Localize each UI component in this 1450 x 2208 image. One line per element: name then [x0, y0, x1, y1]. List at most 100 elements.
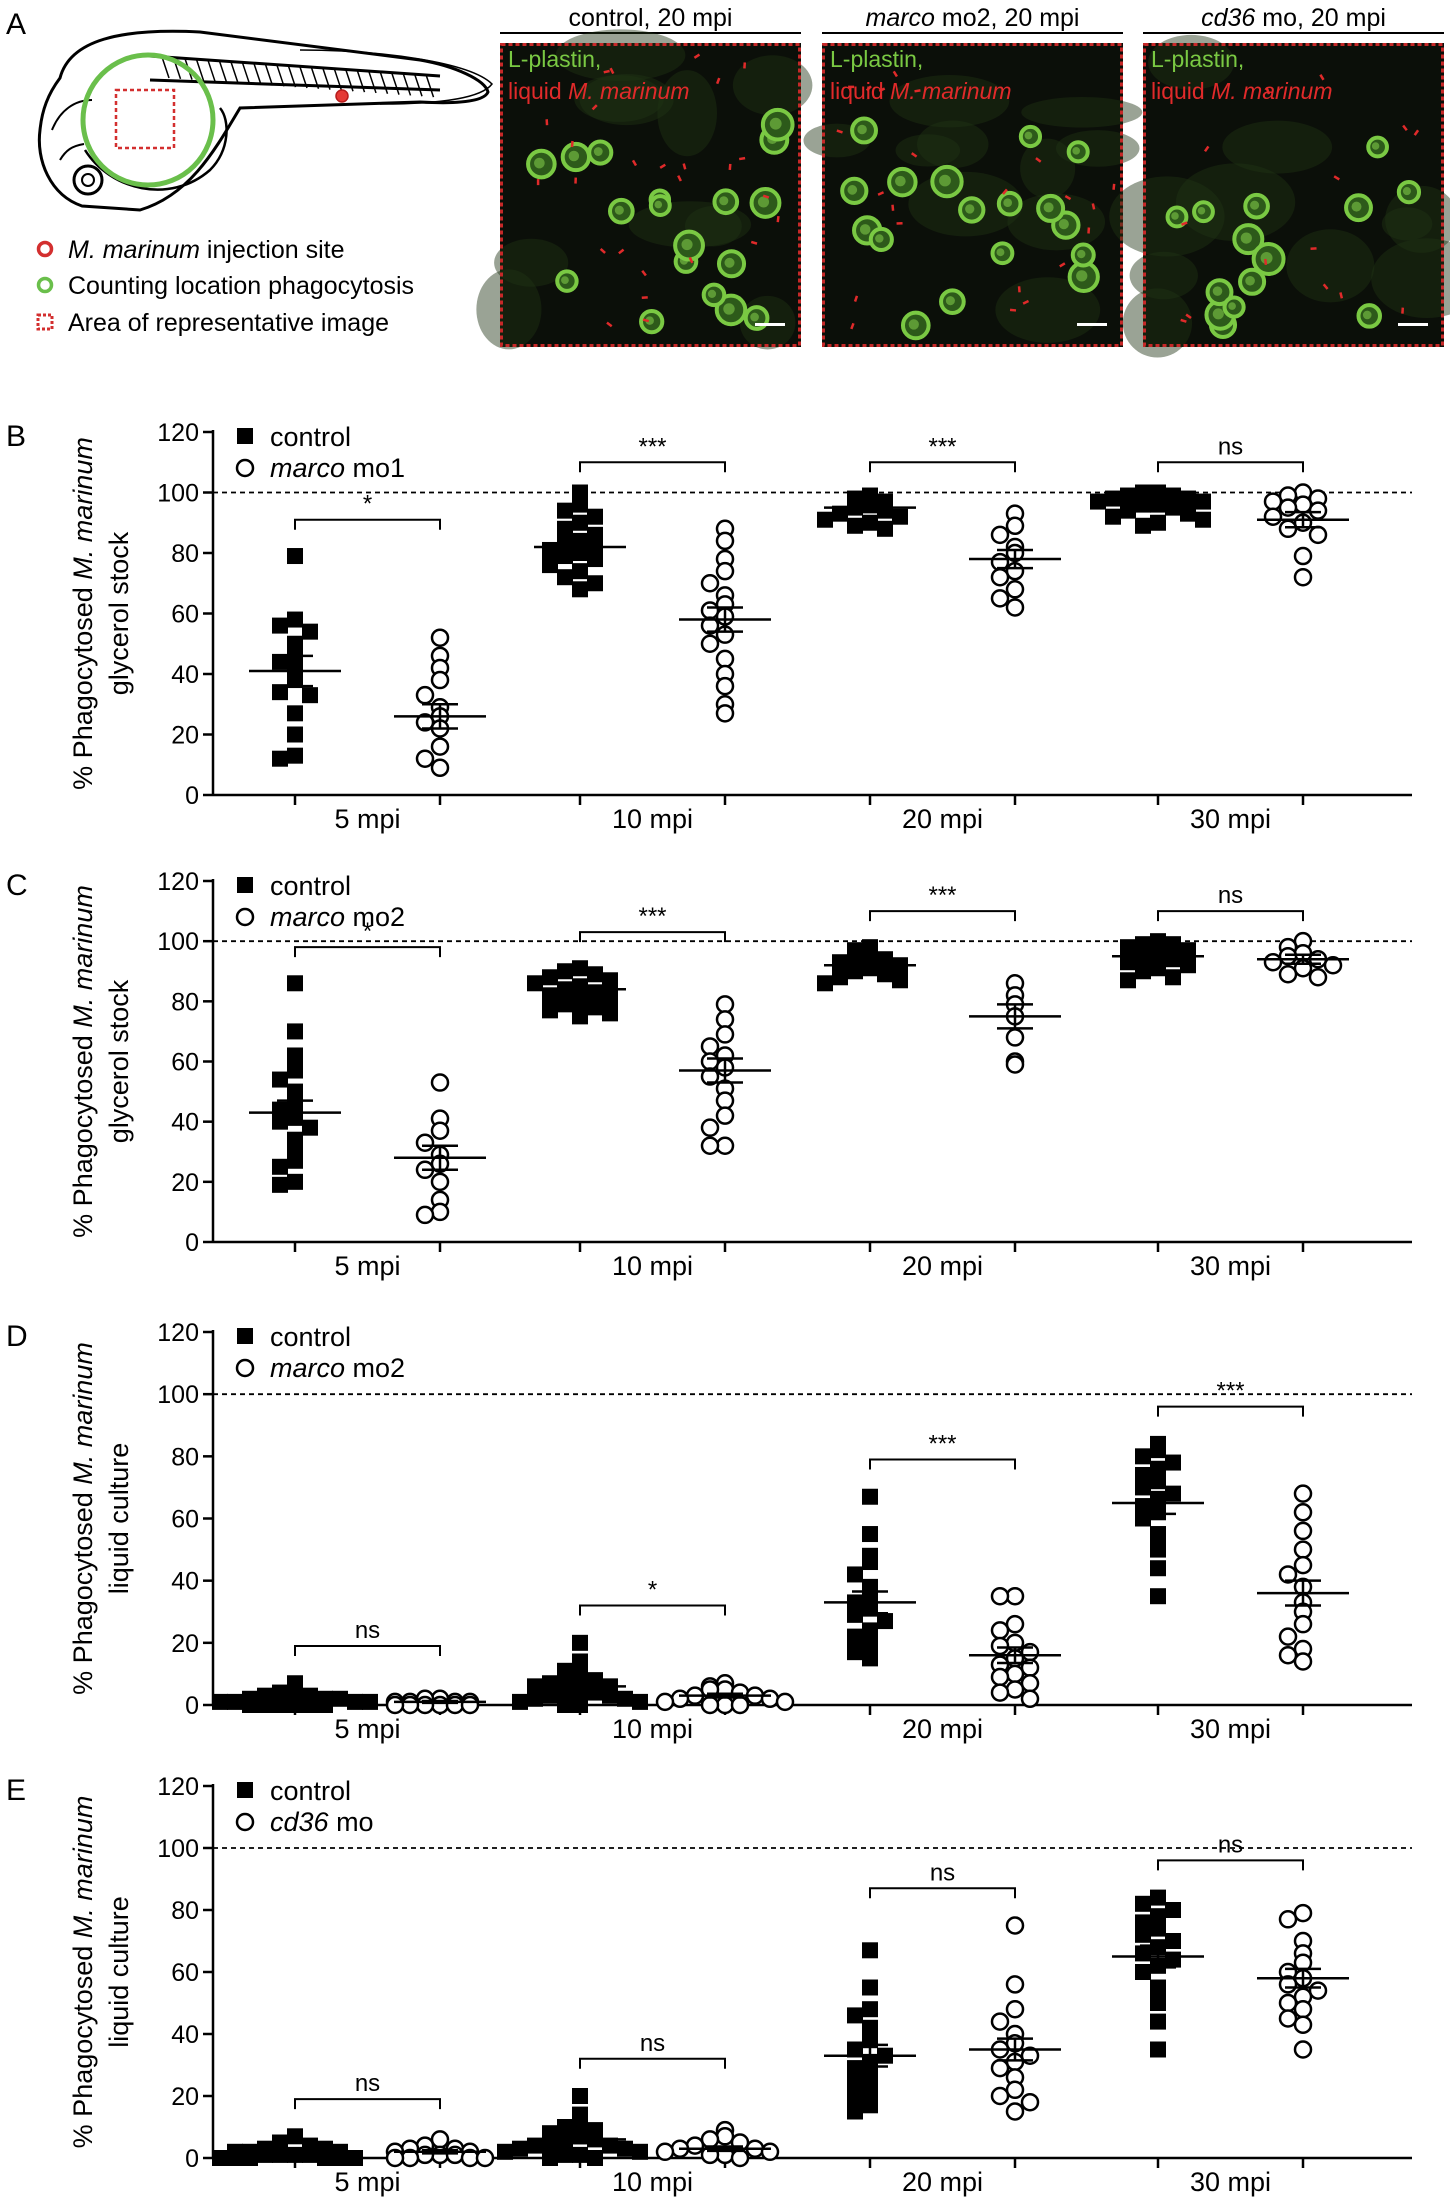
fish-eye-pupil — [81, 173, 95, 187]
y-tick-label: 100 — [157, 480, 199, 508]
x-category-label: 30 mpi — [1190, 1251, 1271, 1281]
fish-notochord-top — [149, 54, 441, 78]
bacterium — [750, 240, 758, 245]
data-point-control — [542, 1687, 558, 1704]
micrograph-label-green: L-plastin, — [1151, 46, 1244, 72]
data-point-morphant — [1005, 1055, 1025, 1074]
macrophage-nucleus — [707, 289, 717, 298]
macrophage-nucleus — [945, 296, 955, 306]
macrophage-nucleus — [1250, 200, 1260, 210]
tissue-background — [916, 120, 989, 169]
x-category-label: 10 mpi — [612, 2167, 693, 2197]
somite-line — [425, 75, 435, 98]
bacterium — [591, 104, 598, 111]
bacterium — [693, 53, 701, 59]
bacterium — [853, 295, 859, 302]
data-point-control — [1150, 1979, 1166, 1996]
data-point-morphant — [700, 2130, 720, 2149]
x-category-label: 30 mpi — [1190, 804, 1271, 834]
data-point-control — [1195, 511, 1211, 528]
data-point-morphant — [1005, 1586, 1025, 1606]
data-point-morphant — [430, 2130, 450, 2149]
data-point-control — [862, 1554, 878, 1571]
data-point-control — [1150, 1442, 1166, 1459]
tissue-background — [1286, 229, 1375, 303]
significance-label: *** — [928, 433, 956, 460]
data-point-morphant — [430, 628, 450, 647]
x-category-label: 10 mpi — [612, 804, 693, 834]
data-point-control — [847, 1628, 863, 1645]
data-point-control — [287, 975, 303, 992]
bacterium — [1064, 194, 1072, 201]
data-point-morphant — [385, 2148, 405, 2168]
y-tick-label: 40 — [171, 2021, 199, 2049]
micrograph-label-green: L-plastin, — [830, 46, 923, 72]
significance-label: *** — [638, 433, 666, 460]
significance-bracket — [1157, 461, 1304, 473]
macrophage-nucleus — [614, 205, 624, 215]
y-tick-label: 40 — [171, 661, 199, 689]
macrophage-nucleus — [859, 224, 871, 235]
data-point-morphant — [1020, 1673, 1040, 1693]
data-point-control — [317, 1697, 333, 1713]
bacterium — [776, 216, 780, 223]
data-point-control — [602, 1687, 618, 1704]
data-point-morphant — [1293, 1521, 1313, 1541]
bacterium — [609, 67, 615, 75]
data-point-morphant — [475, 2148, 495, 2168]
data-point-control — [572, 581, 588, 598]
macrophage-nucleus — [996, 248, 1005, 257]
tissue-background — [1122, 288, 1193, 358]
data-point-control — [542, 541, 558, 558]
data-point-morphant — [700, 1695, 720, 1715]
scale-bar — [755, 323, 785, 326]
legend-control-label: control — [270, 871, 351, 901]
bacterium — [1185, 313, 1192, 320]
x-category-label: 20 mpi — [902, 804, 983, 834]
y-tick-label: 120 — [157, 1773, 199, 1801]
significance-label: * — [648, 1577, 657, 1604]
somite-line — [368, 71, 377, 94]
data-point-control — [572, 960, 588, 977]
significance-label: *** — [928, 882, 956, 909]
macrophage-nucleus — [534, 157, 545, 169]
bacterium — [688, 256, 694, 264]
significance-bracket — [1157, 910, 1304, 922]
x-category-label: 20 mpi — [902, 1714, 983, 1744]
data-point-morphant — [1323, 955, 1343, 975]
data-point-control — [1165, 969, 1181, 986]
data-point-morphant — [775, 1692, 795, 1712]
bacterium — [641, 269, 647, 277]
data-point-control — [302, 1119, 318, 1136]
data-point-morphant — [1278, 965, 1298, 984]
data-point-morphant — [1005, 1680, 1025, 1699]
somite-line — [287, 65, 297, 88]
data-point-control — [287, 1023, 303, 1040]
panel-letter: E — [6, 1774, 26, 1807]
data-point-control — [1150, 2041, 1166, 2058]
data-point-control — [557, 1669, 573, 1686]
data-point-morphant — [1293, 1903, 1313, 1923]
bacterium — [891, 204, 895, 211]
significance-bracket — [1157, 1405, 1304, 1417]
y-tick-label: 20 — [171, 1169, 199, 1197]
bacterium — [641, 296, 648, 300]
y-tick-label: 80 — [171, 988, 199, 1016]
data-point-morphant — [1308, 1981, 1328, 2000]
legend-counting-location-text: Counting location phagocytosis — [68, 272, 414, 300]
bacterium — [1265, 87, 1271, 95]
data-point-control — [587, 2150, 603, 2166]
data-point-morphant — [430, 737, 450, 756]
macrophage-nucleus — [1003, 198, 1013, 208]
data-point-control — [512, 1693, 528, 1710]
bacterium — [1203, 145, 1210, 153]
somite-line — [218, 60, 228, 83]
data-point-control — [557, 569, 573, 586]
bacterium — [603, 69, 610, 74]
data-point-control — [302, 687, 318, 704]
data-point-control — [572, 2115, 588, 2132]
tissue-background — [1222, 120, 1333, 174]
data-point-control — [542, 2150, 558, 2166]
bacterium — [892, 70, 898, 78]
